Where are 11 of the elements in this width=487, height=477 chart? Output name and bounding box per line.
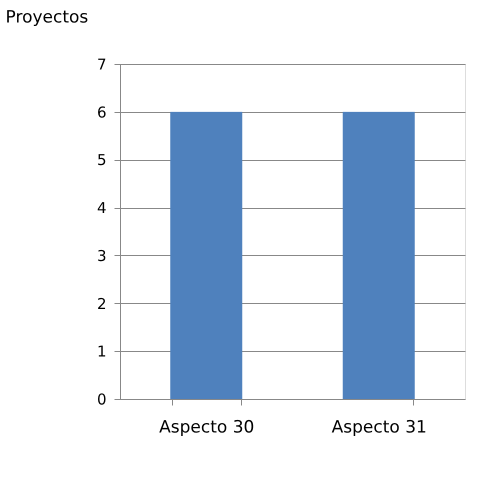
y-tick-label: 2 [96,294,106,313]
y-tick-label: 6 [96,103,106,122]
y-tick-label: 0 [96,390,106,408]
x-tick-label: Aspecto 31 [332,418,427,438]
y-tick-label: 5 [96,151,106,170]
y-tick-label: 7 [96,56,106,74]
y-tick-label: 1 [96,342,106,361]
y-axis-title: Proyectos [6,8,88,28]
x-tick-label: Aspecto 30 [159,418,254,438]
y-tick-label: 4 [96,199,106,218]
y-tick-label: 3 [96,246,106,265]
